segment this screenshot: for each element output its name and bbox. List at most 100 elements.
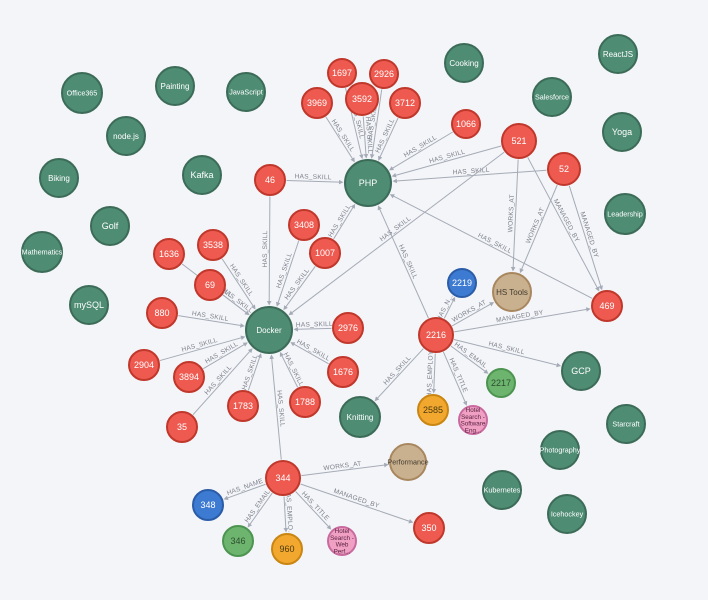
graph-node-golf[interactable]: Golf [90,206,130,246]
graph-edge-HAS_SKILL[interactable]: HAS_SKILL [279,351,305,388]
edge-label[interactable]: MANAGED_BY [496,309,545,324]
email-node-circle[interactable] [222,525,254,557]
graph-node-2219[interactable]: 2219 [447,268,477,298]
edge-label[interactable]: HAS_TITLE [300,491,331,523]
edge-line[interactable] [192,350,251,416]
edge-line[interactable] [450,345,486,372]
graph-edge-HAS_TITLE[interactable]: HAS_TITLE [442,351,469,406]
person-node-circle[interactable] [227,390,259,422]
graph-node-350[interactable]: 350 [413,512,445,544]
graph-edge-HAS_SKILL[interactable]: HAS_SKILL [262,196,272,306]
skill-node-circle[interactable] [540,430,580,470]
graph-node-1066[interactable]: 1066 [451,109,481,139]
graph-edge-HAS_EMAIL[interactable]: HAS_EMAIL [244,488,273,528]
edge-line[interactable] [512,159,519,268]
graph-edge-HAS_SKILL[interactable]: HAS_SKILL [286,173,344,185]
title-node-circle[interactable] [458,405,488,435]
edge-line[interactable] [222,294,247,314]
edge-label[interactable]: HAS_SKILL [282,351,305,387]
graph-node-35[interactable]: 35 [166,411,198,443]
edge-line[interactable] [433,353,436,390]
skill-node-circle[interactable] [226,72,266,112]
graph-node-1788[interactable]: 1788 [289,386,321,418]
employee-node-circle[interactable] [417,394,449,426]
graph-node-hotel-search-web-perf-[interactable]: Hotel Search -Web Perf... [327,526,357,556]
edge-label[interactable]: HAS_SKILL [330,118,356,153]
graph-node-hotel-search-software-eng-[interactable]: Hotel Search -Software Eng... [458,405,488,435]
skill-node-circle[interactable] [106,116,146,156]
graph-node-node-js[interactable]: node.js [106,116,146,156]
graph-node-hs-tools[interactable]: HS Tools [492,272,532,312]
person-node-circle[interactable] [173,361,205,393]
person-node-circle[interactable] [265,460,301,496]
graph-node-1007[interactable]: 1007 [309,237,341,269]
graph-node-2976[interactable]: 2976 [332,312,364,344]
name-node-circle[interactable] [447,268,477,298]
graph-edge-HAS_SKILL[interactable]: HAS_SKILL [374,118,399,161]
graph-node-960[interactable]: 960 [271,533,303,565]
skill-node-circle[interactable] [339,396,381,438]
edge-line[interactable] [285,266,316,308]
edge-line[interactable] [379,208,429,319]
edge-line[interactable] [527,157,598,289]
edge-label[interactable]: HAS_NAME [226,478,264,498]
person-node-circle[interactable] [591,290,623,322]
edge-label[interactable]: MANAGED_BY [552,198,581,244]
edge-line[interactable] [227,483,266,499]
team-node-circle[interactable] [492,272,532,312]
person-node-circle[interactable] [194,269,226,301]
graph-edge-HAS_EMPLO...[interactable]: HAS_EMPLO... [283,488,294,537]
edge-line[interactable] [202,344,245,370]
person-node-circle[interactable] [451,109,481,139]
person-node-circle[interactable] [309,237,341,269]
graph-node-mathematics[interactable]: Mathematics [21,231,63,273]
graph-node-leadership[interactable]: Leadership [604,193,646,235]
edge-line[interactable] [325,116,354,160]
edge-label[interactable]: HAS_SKILL [295,338,331,362]
graph-edge-WORKS_AT[interactable]: WORKS_AT [507,159,519,272]
graph-edge-WORKS_AT[interactable]: WORKS_AT [519,184,558,274]
skill-node-circle[interactable] [344,159,392,207]
person-node-circle[interactable] [289,386,321,418]
edge-line[interactable] [568,185,602,287]
edge-line[interactable] [295,491,330,528]
edge-line[interactable] [281,355,299,388]
graph-edge-HAS_SKILL[interactable]: HAS_SKILL [388,131,453,171]
email-node-circle[interactable] [486,368,516,398]
skill-node-circle[interactable] [482,470,522,510]
graph-node-69[interactable]: 69 [194,269,226,301]
skill-node-circle[interactable] [604,193,646,235]
edge-label[interactable]: MANAGED_BY [578,211,599,259]
graph-node-painting[interactable]: Painting [155,66,195,106]
graph-node-javascript[interactable]: JavaScript [226,72,266,112]
edge-line[interactable] [297,327,332,330]
graph-node-kafka[interactable]: Kafka [182,155,222,195]
graph-edge-HAS_SKILL[interactable]: HAS_SKILL [269,354,286,460]
edge-label[interactable]: WORKS_AT [525,207,546,245]
graph-edge-HAS_SKILL[interactable]: HAS_SKILL [241,353,262,391]
edge-line[interactable] [277,240,300,304]
edge-label[interactable]: WORKS_AT [323,460,362,472]
person-node-circle[interactable] [128,349,160,381]
edge-label[interactable]: HAS_SKILL [382,355,412,387]
edge-label[interactable]: HAS_EMAIL [244,488,272,524]
edge-line[interactable] [454,308,587,333]
edge-line[interactable] [392,131,453,169]
edge-label[interactable]: MANAGED_BY [333,488,381,510]
person-node-circle[interactable] [345,82,379,116]
graph-node-1676[interactable]: 1676 [327,356,359,388]
graph-node-yoga[interactable]: Yoga [602,112,642,152]
person-node-circle[interactable] [254,164,286,196]
graph-node-icehockey[interactable]: Icehockey [547,494,587,534]
edge-label[interactable]: HAS_SKILL [452,167,490,177]
edge-line[interactable] [159,337,242,362]
graph-node-2216[interactable]: 2216 [418,317,454,353]
graph-node-2217[interactable]: 2217 [486,368,516,398]
graph-edge-HAS_SKILL[interactable]: HAS_SKILL [327,203,356,240]
person-node-circle[interactable] [327,58,357,88]
edge-line[interactable] [301,464,385,477]
skill-node-circle[interactable] [602,112,642,152]
edge-line[interactable] [249,492,273,525]
person-node-circle[interactable] [547,152,581,186]
